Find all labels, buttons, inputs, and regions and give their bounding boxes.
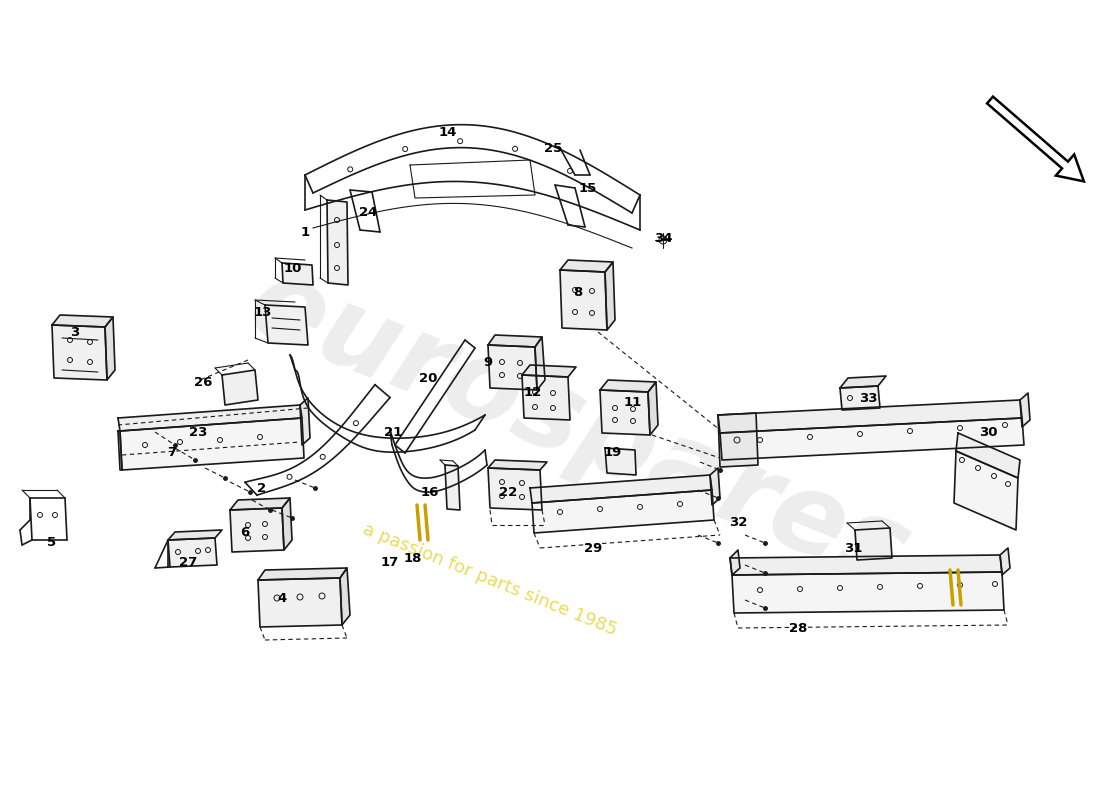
Polygon shape (52, 325, 107, 380)
Polygon shape (522, 375, 570, 420)
Text: 27: 27 (179, 557, 197, 570)
Text: 13: 13 (254, 306, 272, 319)
Polygon shape (282, 498, 292, 550)
Polygon shape (168, 530, 222, 540)
Text: 7: 7 (167, 446, 177, 458)
Text: 2: 2 (257, 482, 266, 494)
Polygon shape (605, 448, 636, 475)
Polygon shape (488, 468, 542, 510)
Text: 23: 23 (189, 426, 207, 439)
Polygon shape (118, 405, 303, 431)
Polygon shape (522, 365, 576, 377)
Text: 25: 25 (543, 142, 562, 154)
Text: 26: 26 (194, 377, 212, 390)
Text: a passion for parts since 1985: a passion for parts since 1985 (360, 521, 619, 639)
Polygon shape (265, 305, 308, 345)
Polygon shape (605, 262, 615, 330)
Polygon shape (120, 418, 304, 470)
Text: 3: 3 (70, 326, 79, 339)
Polygon shape (258, 568, 346, 580)
Text: 1: 1 (300, 226, 309, 238)
Polygon shape (956, 433, 1020, 478)
Polygon shape (840, 376, 886, 388)
Text: 20: 20 (419, 371, 437, 385)
Text: 31: 31 (844, 542, 862, 554)
Text: 33: 33 (859, 391, 878, 405)
Text: 11: 11 (624, 395, 642, 409)
Polygon shape (1020, 393, 1030, 427)
Polygon shape (300, 398, 310, 445)
Text: 34: 34 (653, 231, 672, 245)
Text: 32: 32 (729, 517, 747, 530)
Polygon shape (718, 413, 758, 467)
Polygon shape (446, 465, 460, 510)
Polygon shape (1000, 548, 1010, 575)
Text: 24: 24 (359, 206, 377, 219)
Text: 21: 21 (384, 426, 403, 439)
Polygon shape (532, 490, 714, 533)
Polygon shape (855, 528, 892, 560)
Polygon shape (282, 263, 314, 285)
Polygon shape (222, 370, 258, 405)
Text: eurospares: eurospares (234, 249, 926, 611)
Text: 30: 30 (979, 426, 998, 439)
Polygon shape (230, 498, 290, 510)
Polygon shape (730, 550, 740, 575)
Polygon shape (340, 568, 350, 625)
Polygon shape (535, 337, 544, 390)
Text: 17: 17 (381, 557, 399, 570)
Polygon shape (648, 382, 658, 435)
Text: 19: 19 (604, 446, 623, 459)
Text: 12: 12 (524, 386, 542, 398)
Polygon shape (560, 270, 607, 330)
Polygon shape (720, 418, 1024, 460)
Polygon shape (488, 335, 542, 347)
Polygon shape (730, 555, 1002, 575)
Polygon shape (840, 386, 880, 410)
Polygon shape (718, 400, 1022, 433)
Polygon shape (52, 315, 113, 327)
Polygon shape (488, 345, 537, 390)
Polygon shape (954, 451, 1018, 530)
Polygon shape (230, 508, 284, 552)
Polygon shape (560, 260, 613, 272)
Polygon shape (488, 460, 547, 470)
Text: 16: 16 (421, 486, 439, 498)
Text: 4: 4 (277, 591, 287, 605)
Text: 10: 10 (284, 262, 302, 274)
Polygon shape (104, 317, 116, 380)
Text: 15: 15 (579, 182, 597, 194)
Text: 28: 28 (789, 622, 807, 634)
Text: 6: 6 (241, 526, 250, 539)
Text: 22: 22 (499, 486, 517, 498)
Polygon shape (710, 468, 720, 505)
Polygon shape (258, 578, 342, 627)
Text: 29: 29 (584, 542, 602, 554)
Polygon shape (600, 380, 656, 392)
Text: 8: 8 (573, 286, 583, 298)
Text: 9: 9 (483, 355, 493, 369)
Polygon shape (168, 538, 217, 567)
Polygon shape (732, 572, 1004, 613)
Text: 5: 5 (47, 537, 56, 550)
Text: 18: 18 (404, 551, 422, 565)
FancyArrow shape (987, 97, 1084, 182)
Polygon shape (600, 390, 650, 435)
Text: 14: 14 (439, 126, 458, 139)
Polygon shape (327, 200, 348, 285)
Polygon shape (530, 475, 712, 503)
